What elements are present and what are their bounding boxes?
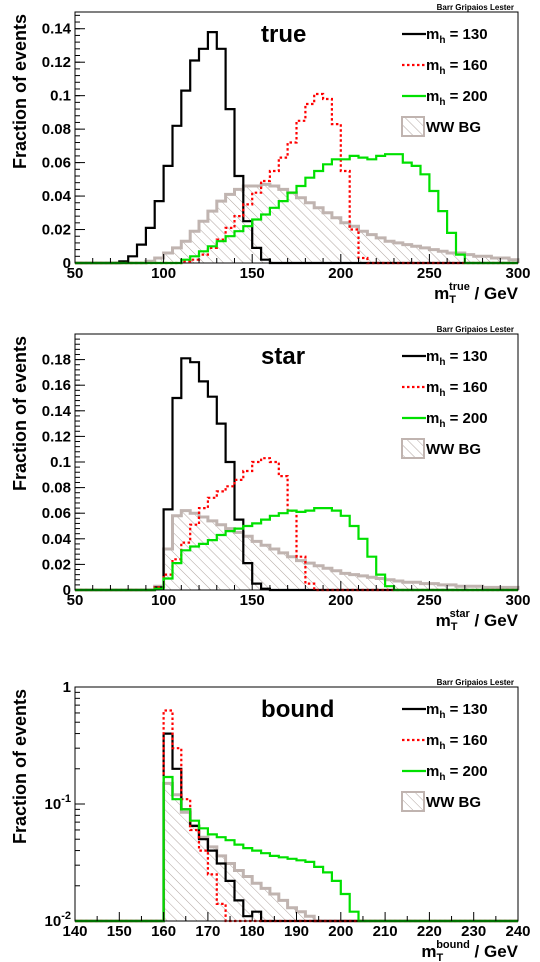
y-tick-label: 0.06 xyxy=(42,155,71,172)
legend-label: mh = 200 xyxy=(426,763,488,783)
y-tick-label: 0.04 xyxy=(42,188,72,205)
x-tick-label: 100 xyxy=(151,265,176,282)
chart-true: Barr Gripaios Lester 50 100 150 200 250 300 0 0.… xyxy=(10,3,531,306)
y-tick-label: 0.06 xyxy=(42,505,71,522)
legend-label: mh = 160 xyxy=(426,57,488,77)
x-axis-label: mTbound / GeV xyxy=(421,939,518,962)
y-tick-label: 0.02 xyxy=(42,556,71,573)
x-tick-label: 180 xyxy=(240,923,265,940)
y-axis-label: Fraction of events xyxy=(10,14,30,169)
series-line-mh-160 xyxy=(75,457,518,592)
credit-label: Barr Gripaios Lester xyxy=(437,678,514,687)
legend-entry: WW BG xyxy=(401,438,481,459)
legend-label: WW BG xyxy=(426,794,481,811)
series-fill-ww-bg xyxy=(75,783,518,921)
series-fill-ww-bg xyxy=(75,184,518,263)
x-tick-label: 200 xyxy=(328,592,353,609)
y-tick-label: 0.18 xyxy=(42,352,71,369)
x-tick-label: 50 xyxy=(67,265,84,282)
y-tick-label: 10-1 xyxy=(45,793,71,813)
legend-entry: WW BG xyxy=(401,116,481,137)
y-tick-label: 0 xyxy=(63,582,71,599)
legend-swatch xyxy=(401,791,425,812)
legend-entry: mh = 200 xyxy=(402,410,488,430)
plot-frame xyxy=(74,11,519,264)
legend-label: mh = 160 xyxy=(426,379,488,399)
legend-label: mh = 160 xyxy=(426,732,488,752)
y-tick-label: 0.14 xyxy=(42,403,72,420)
legend-swatch xyxy=(401,116,425,137)
legend-entry: mh = 200 xyxy=(402,88,488,108)
x-axis-label: mTstar / GeV xyxy=(436,608,519,633)
y-tick-label: 1 xyxy=(63,679,71,696)
chart-title: true xyxy=(261,21,306,48)
x-tick-label: 140 xyxy=(62,923,87,940)
chart-star: Barr Gripaios Lester 50 100 150 200 250 300 0 0.… xyxy=(10,325,531,633)
series-fill-ww-bg xyxy=(75,510,518,590)
x-tick-label: 200 xyxy=(328,265,353,282)
x-tick-label: 160 xyxy=(151,923,176,940)
y-tick-label: 0.02 xyxy=(42,222,71,239)
x-tick-label: 250 xyxy=(417,265,442,282)
legend-entry: mh = 160 xyxy=(402,57,488,77)
legend-entry: mh = 160 xyxy=(402,379,488,399)
legend-swatch xyxy=(401,438,425,459)
x-tick-label: 100 xyxy=(151,592,176,609)
x-tick-label: 220 xyxy=(417,923,442,940)
legend-entry: mh = 130 xyxy=(402,26,488,46)
legend-entry: mh = 130 xyxy=(402,701,488,721)
y-tick-label: 10-2 xyxy=(45,910,71,930)
chart-title: bound xyxy=(261,696,334,723)
y-tick-label: 0.08 xyxy=(42,480,71,497)
x-tick-label: 230 xyxy=(461,923,486,940)
chart-bound: Barr Gripaios Lester 140 150 160 170 180 190 20… xyxy=(10,678,531,962)
legend-label: WW BG xyxy=(426,441,481,458)
y-tick-label: 0.16 xyxy=(42,377,71,394)
x-tick-label: 150 xyxy=(240,592,265,609)
chart-title: star xyxy=(261,343,305,370)
series-line-ww-bg xyxy=(75,182,520,265)
x-tick-label: 300 xyxy=(505,265,530,282)
legend-label: WW BG xyxy=(426,119,481,136)
credit-label: Barr Gripaios Lester xyxy=(437,3,514,12)
legend-label: mh = 130 xyxy=(426,701,488,721)
y-tick-label: 0 xyxy=(63,255,71,272)
credit-label: Barr Gripaios Lester xyxy=(437,325,514,334)
legend-label: mh = 200 xyxy=(426,410,488,430)
y-tick-label: 0.08 xyxy=(42,121,71,138)
x-tick-label: 150 xyxy=(107,923,132,940)
y-tick-label: 0.12 xyxy=(42,428,71,445)
x-tick-label: 190 xyxy=(284,923,309,940)
y-axis-label: Fraction of events xyxy=(10,689,30,844)
series-line-mh-130 xyxy=(75,732,518,923)
legend-label: mh = 200 xyxy=(426,88,488,108)
x-tick-label: 50 xyxy=(67,592,84,609)
y-tick-label: 0.1 xyxy=(50,454,71,471)
x-tick-label: 150 xyxy=(240,265,265,282)
x-tick-label: 250 xyxy=(417,592,442,609)
legend-entry: mh = 130 xyxy=(402,348,488,368)
y-tick-label: 0.1 xyxy=(50,88,71,105)
x-tick-label: 170 xyxy=(195,923,220,940)
legend-label: mh = 130 xyxy=(426,348,488,368)
x-tick-label: 210 xyxy=(373,923,398,940)
legend-entry: mh = 200 xyxy=(402,763,488,783)
x-tick-label: 200 xyxy=(328,923,353,940)
y-tick-label: 0.14 xyxy=(42,21,72,38)
y-axis-label: Fraction of events xyxy=(10,336,30,491)
x-tick-label: 240 xyxy=(505,923,530,940)
legend-label: mh = 130 xyxy=(426,26,488,46)
series-line-mh-200 xyxy=(75,153,518,265)
y-tick-label: 0.12 xyxy=(42,54,71,71)
x-axis-label: mTtrue / GeV xyxy=(434,281,518,306)
x-tick-label: 300 xyxy=(505,592,530,609)
y-tick-label: 0.04 xyxy=(42,531,72,548)
legend-entry: mh = 160 xyxy=(402,732,488,752)
legend-entry: WW BG xyxy=(401,791,481,812)
